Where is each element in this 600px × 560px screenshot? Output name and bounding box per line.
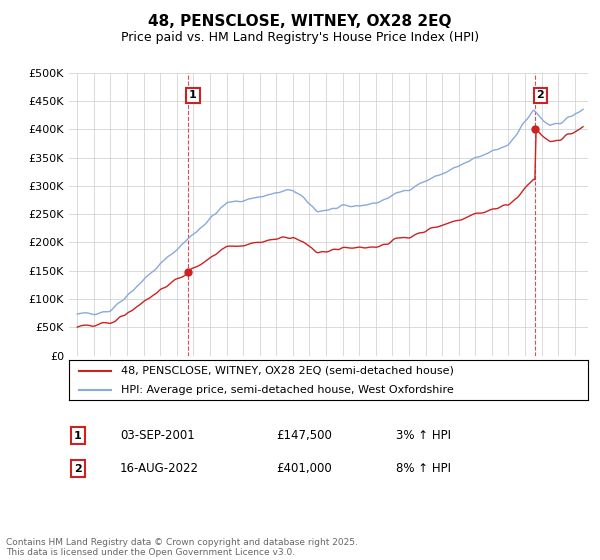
Text: 48, PENSCLOSE, WITNEY, OX28 2EQ (semi-detached house): 48, PENSCLOSE, WITNEY, OX28 2EQ (semi-de…	[121, 366, 454, 376]
Text: 1: 1	[189, 90, 197, 100]
Text: 3% ↑ HPI: 3% ↑ HPI	[396, 429, 451, 442]
Text: £147,500: £147,500	[276, 429, 332, 442]
Text: 8% ↑ HPI: 8% ↑ HPI	[396, 462, 451, 475]
Text: 03-SEP-2001: 03-SEP-2001	[120, 429, 195, 442]
Text: HPI: Average price, semi-detached house, West Oxfordshire: HPI: Average price, semi-detached house,…	[121, 385, 454, 394]
Text: Contains HM Land Registry data © Crown copyright and database right 2025.
This d: Contains HM Land Registry data © Crown c…	[6, 538, 358, 557]
Text: 48, PENSCLOSE, WITNEY, OX28 2EQ: 48, PENSCLOSE, WITNEY, OX28 2EQ	[148, 14, 452, 29]
Text: 1: 1	[74, 431, 82, 441]
Text: Price paid vs. HM Land Registry's House Price Index (HPI): Price paid vs. HM Land Registry's House …	[121, 31, 479, 44]
Text: £401,000: £401,000	[276, 462, 332, 475]
Text: 2: 2	[536, 90, 544, 100]
Text: 2: 2	[74, 464, 82, 474]
Text: 16-AUG-2022: 16-AUG-2022	[120, 462, 199, 475]
